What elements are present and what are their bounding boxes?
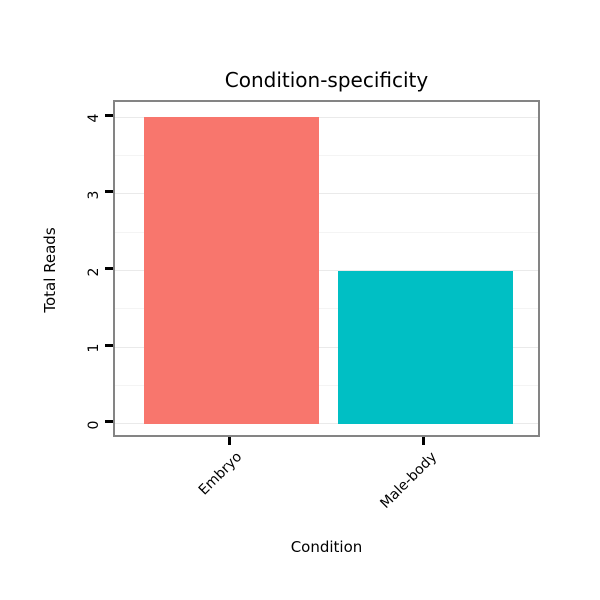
y-tick-label-text: 3	[86, 190, 102, 200]
gridlines-layer	[115, 102, 538, 435]
x-axis-title: Condition	[290, 538, 363, 556]
gridline-major	[115, 270, 538, 271]
chart-title: Condition-specificity	[224, 68, 429, 92]
y-tick-label-text: 1	[86, 343, 102, 353]
x-tick	[227, 437, 231, 445]
x-tick	[422, 437, 426, 445]
gridline-major	[115, 423, 538, 425]
bar-male-body	[338, 270, 513, 424]
y-tick	[105, 420, 113, 424]
bars-layer	[115, 102, 538, 435]
y-tick-label-text: 2	[86, 267, 102, 276]
y-tick	[105, 343, 113, 347]
gridline-minor	[115, 231, 538, 233]
plot-panel	[113, 100, 540, 437]
y-tick-label-text: 0	[86, 420, 102, 430]
gridline-major	[115, 116, 538, 118]
y-axis-title-text: Total Reads	[41, 226, 59, 313]
y-tick-label-text: 4	[86, 113, 102, 123]
gridline-major	[115, 346, 538, 348]
gridline-minor	[115, 308, 538, 310]
x-tick-label: Embryo	[196, 449, 246, 499]
y-tick	[105, 190, 113, 194]
bar-embryo	[144, 117, 319, 424]
x-tick-label: Male-body	[377, 449, 440, 512]
gridline-minor	[115, 384, 538, 386]
y-tick	[105, 113, 113, 117]
y-tick	[105, 267, 113, 270]
gridline-major	[115, 193, 538, 195]
gridline-minor	[115, 155, 538, 157]
